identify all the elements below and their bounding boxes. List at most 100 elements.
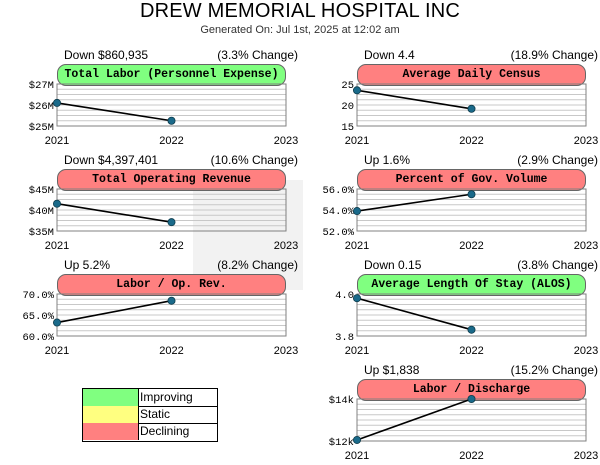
y-tick-label: 25	[341, 80, 354, 92]
plot-frame	[356, 83, 587, 127]
change-summary: Down 4.4	[364, 48, 415, 62]
metric-title: Total Operating Revenue	[57, 169, 286, 191]
x-tick-label: 2023	[274, 345, 298, 357]
watermark-image	[193, 180, 303, 290]
chart-average-daily-census: Down 4.4 (18.9% Change) Average Daily Ce…	[341, 48, 600, 148]
chart-percent-gov-volume: Up 1.6% (2.9% Change) Percent of Gov. Vo…	[322, 153, 600, 253]
legend-label: Improving	[140, 390, 193, 404]
legend-label: Declining	[140, 424, 190, 438]
data-point	[467, 104, 476, 113]
x-tick-label: 2023	[274, 240, 298, 252]
metric-title: Average Daily Census	[357, 64, 586, 86]
chart-total-labor: Down $860,935 (3.3% Change) Total Labor …	[29, 48, 300, 148]
data-point	[353, 435, 361, 444]
plot-frame	[56, 188, 287, 232]
y-tick-label: 15	[341, 122, 354, 134]
legend-item-static: Static	[83, 406, 217, 424]
x-tick-label: 2022	[459, 450, 483, 462]
series-line	[356, 89, 472, 110]
x-tick-label: 2022	[159, 135, 183, 147]
x-tick-label: 2023	[574, 450, 598, 462]
chart-plot: 56.0% 54.0% 52.0%2021 2022 2023	[322, 185, 598, 252]
series-line	[356, 297, 472, 331]
data-point	[53, 98, 61, 107]
x-tick-label: 2021	[345, 135, 369, 147]
status-legend: Improving Static Declining	[82, 388, 218, 442]
chart-labor-op-rev: Up 5.2% (8.2% Change) Labor / Op. Rev. 7…	[22, 258, 300, 358]
y-tick-label: 60.0%	[22, 332, 54, 344]
change-percent: (15.2% Change)	[510, 363, 598, 377]
x-tick-label: 2021	[45, 135, 69, 147]
y-tick-label: 52.0%	[322, 227, 354, 239]
x-tick-label: 2021	[45, 345, 69, 357]
x-tick-label: 2023	[574, 345, 598, 357]
metric-title: Labor / Op. Rev.	[57, 274, 286, 296]
y-tick-label: $35M	[29, 227, 54, 239]
change-percent: (2.9% Change)	[517, 153, 598, 167]
data-point	[167, 116, 176, 125]
y-tick-label: 54.0%	[322, 206, 354, 218]
data-point	[467, 190, 476, 199]
chart-plot: 70.0% 65.0% 60.0%2021 2022 2023	[22, 290, 298, 357]
y-tick-label: 3.8	[335, 332, 354, 344]
x-tick-label: 2022	[459, 345, 483, 357]
x-tick-label: 2021	[345, 345, 369, 357]
y-tick-label: $40M	[29, 206, 54, 218]
change-summary: Down 0.15	[364, 258, 422, 272]
change-percent: (10.6% Change)	[210, 153, 298, 167]
chart-average-length-of-stay: Down 0.15 (3.8% Change) Average Length O…	[335, 258, 600, 358]
series-line	[56, 202, 172, 223]
x-tick-label: 2021	[345, 450, 369, 462]
metric-title: Percent of Gov. Volume	[357, 169, 586, 191]
change-percent: (18.9% Change)	[510, 48, 598, 62]
data-point	[467, 395, 476, 403]
generated-timestamp: Generated On: Jul 1st, 2025 at 12:02 am	[200, 24, 400, 36]
metric-title: Average Length Of Stay (ALOS)	[357, 274, 586, 296]
x-tick-label: 2022	[159, 240, 183, 252]
legend-label: Static	[140, 407, 171, 421]
series-line	[56, 299, 172, 324]
x-tick-label: 2021	[45, 240, 69, 252]
data-point	[53, 318, 61, 327]
x-tick-label: 2021	[345, 240, 369, 252]
plot-frame	[56, 293, 287, 337]
plot-frame	[356, 293, 587, 337]
chart-labor-discharge: Up $1,838 (15.2% Change) Labor / Dischar…	[329, 363, 600, 463]
y-tick-label: 20	[341, 101, 354, 113]
change-percent: (3.8% Change)	[517, 258, 598, 272]
x-tick-label: 2023	[274, 135, 298, 147]
y-tick-label: 70.0%	[22, 290, 54, 302]
series-line	[356, 398, 472, 441]
data-point	[353, 294, 361, 303]
page-title: DREW MEMORIAL HOSPITAL INC	[139, 0, 461, 22]
series-line	[56, 102, 172, 122]
y-tick-label: $27M	[29, 80, 54, 92]
y-tick-label: 4.0	[335, 290, 354, 302]
y-tick-label: $25M	[29, 122, 54, 134]
change-summary: Up 1.6%	[364, 153, 411, 167]
change-summary: Up $1,838	[364, 363, 420, 377]
change-percent: (3.3% Change)	[217, 48, 298, 62]
legend-item-declining: Declining	[83, 423, 217, 440]
legend-swatch	[83, 423, 139, 440]
x-tick-label: 2023	[574, 240, 598, 252]
x-tick-label: 2022	[459, 240, 483, 252]
metric-title: Total Labor (Personnel Expense)	[57, 64, 286, 86]
data-point	[167, 296, 176, 305]
x-tick-label: 2022	[459, 135, 483, 147]
change-summary: Down $4,397,401	[64, 153, 159, 167]
change-percent: (8.2% Change)	[217, 258, 298, 272]
x-tick-label: 2022	[159, 345, 183, 357]
change-summary: Down $860,935	[64, 48, 149, 62]
y-tick-label: $14k	[329, 395, 354, 407]
data-point	[467, 325, 476, 334]
y-tick-label: $45M	[29, 185, 54, 197]
y-tick-label: 65.0%	[22, 311, 54, 323]
data-point	[353, 86, 361, 95]
series-line	[356, 193, 472, 212]
